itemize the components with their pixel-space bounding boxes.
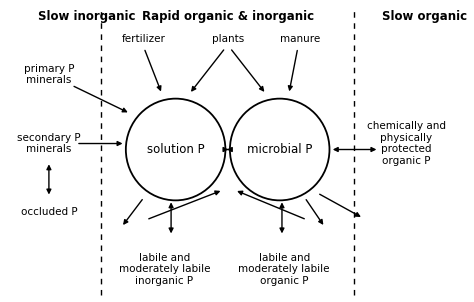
FancyArrowPatch shape (306, 200, 322, 224)
FancyArrowPatch shape (124, 200, 142, 224)
Text: fertilizer: fertilizer (122, 34, 166, 44)
FancyArrowPatch shape (74, 86, 127, 112)
FancyArrowPatch shape (192, 50, 224, 91)
FancyArrowPatch shape (334, 148, 375, 151)
Text: manure: manure (280, 34, 320, 44)
Text: microbial P: microbial P (247, 143, 312, 156)
FancyArrowPatch shape (47, 166, 51, 193)
Text: Slow organic: Slow organic (382, 10, 467, 23)
Text: plants: plants (211, 34, 244, 44)
Text: secondary P
minerals: secondary P minerals (17, 133, 81, 154)
FancyArrowPatch shape (288, 50, 297, 90)
Text: labile and
moderately labile
organic P: labile and moderately labile organic P (238, 252, 330, 286)
Text: chemically and
physically
protected
organic P: chemically and physically protected orga… (367, 121, 446, 166)
FancyArrowPatch shape (223, 148, 232, 151)
Text: occluded P: occluded P (20, 207, 77, 217)
FancyArrowPatch shape (79, 142, 121, 146)
Text: Slow inorganic: Slow inorganic (37, 10, 135, 23)
FancyArrowPatch shape (169, 204, 173, 232)
FancyArrowPatch shape (145, 50, 161, 90)
Text: Rapid organic & inorganic: Rapid organic & inorganic (142, 10, 314, 23)
FancyArrowPatch shape (280, 204, 284, 232)
FancyArrowPatch shape (232, 50, 264, 91)
FancyArrowPatch shape (319, 194, 360, 216)
Text: solution P: solution P (147, 143, 204, 156)
FancyArrowPatch shape (238, 191, 304, 219)
Text: primary P
minerals: primary P minerals (24, 64, 74, 85)
FancyArrowPatch shape (149, 191, 219, 219)
Text: labile and
moderately labile
inorganic P: labile and moderately labile inorganic P (118, 252, 210, 286)
